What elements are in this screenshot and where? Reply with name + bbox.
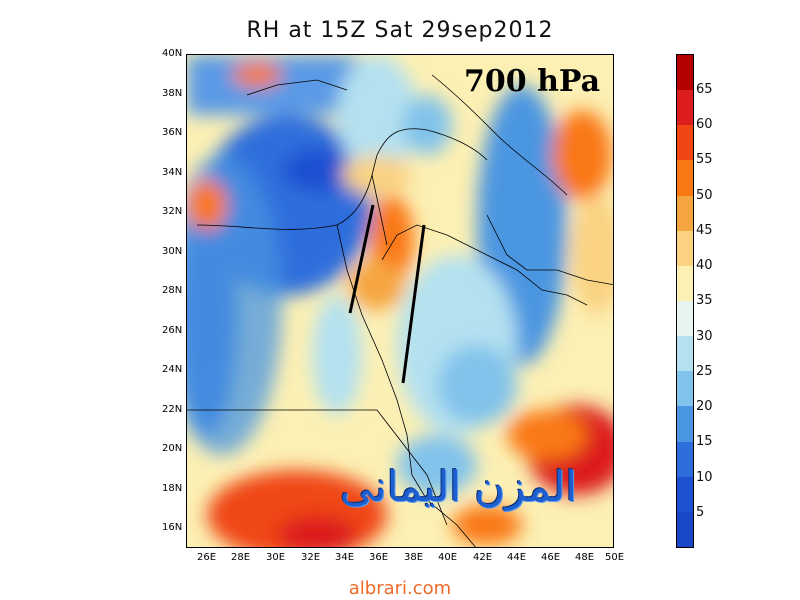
lon-label: 38E [404, 552, 424, 563]
lat-label: 16N [162, 522, 183, 533]
lon-label: 36E [369, 552, 389, 563]
colorbar-label: 45 [696, 223, 713, 238]
colorbar-swatch [677, 230, 693, 266]
colorbar-swatch [677, 300, 693, 337]
lon-label: 34E [335, 552, 355, 563]
colorbar-label: 10 [696, 470, 713, 485]
colorbar-label: 5 [696, 505, 705, 520]
lon-label: 42E [473, 552, 493, 563]
lon-label: 32E [301, 552, 321, 563]
lon-label: 26E [197, 552, 217, 563]
lat-label: 24N [162, 364, 183, 375]
colorbar-label: 15 [696, 434, 713, 449]
lat-label: 18N [162, 483, 183, 494]
colorbar-label: 65 [696, 82, 713, 97]
site-credit: albrari.com [348, 578, 452, 599]
lon-label: 44E [507, 552, 527, 563]
lat-label: 30N [162, 246, 183, 257]
arabic-watermark: المزن اليمانى [340, 462, 578, 511]
colorbar-label: 40 [696, 258, 713, 273]
colorbar-swatch [677, 125, 693, 161]
lon-label: 28E [231, 552, 251, 563]
lat-label: 32N [162, 206, 183, 217]
lat-label: 38N [162, 88, 183, 99]
colorbar-swatch [677, 336, 693, 372]
colorbar-label: 55 [696, 152, 713, 167]
colorbar-label: 35 [696, 293, 713, 308]
colorbar-swatch [677, 441, 693, 477]
colorbar-label: 50 [696, 188, 713, 203]
lon-label: 30E [266, 552, 286, 563]
colorbar-label: 25 [696, 364, 713, 379]
colorbar-swatch [677, 55, 693, 91]
colorbar-label: 30 [696, 329, 713, 344]
colorbar-label: 20 [696, 399, 713, 414]
colorbar-label: 60 [696, 117, 713, 132]
rh-map [186, 54, 614, 548]
rh-field [187, 55, 613, 547]
colorbar-swatch [677, 406, 693, 442]
map-title: RH at 15Z Sat 29sep2012 [246, 18, 554, 43]
colorbar-swatch [677, 511, 693, 547]
lat-label: 28N [162, 285, 183, 296]
lat-label: 36N [162, 127, 183, 138]
colorbar-swatch [677, 160, 693, 196]
lon-label: 40E [438, 552, 458, 563]
colorbar-swatch [677, 195, 693, 231]
lat-label: 40N [162, 48, 183, 59]
lat-label: 26N [162, 325, 183, 336]
colorbar-swatch [677, 476, 693, 512]
annotation-line-2 [401, 224, 426, 384]
lon-label: 50E [605, 552, 625, 563]
rh-colorbar [676, 54, 694, 548]
colorbar-swatch [677, 371, 693, 407]
pressure-level-label: 700 hPa [464, 64, 601, 99]
lon-label: 48E [575, 552, 595, 563]
lon-label: 46E [541, 552, 561, 563]
colorbar-swatch [677, 265, 693, 301]
colorbar-swatch [677, 90, 693, 126]
lat-label: 22N [162, 404, 183, 415]
lat-label: 34N [162, 167, 183, 178]
annotation-line-1 [348, 204, 375, 314]
lat-label: 20N [162, 443, 183, 454]
